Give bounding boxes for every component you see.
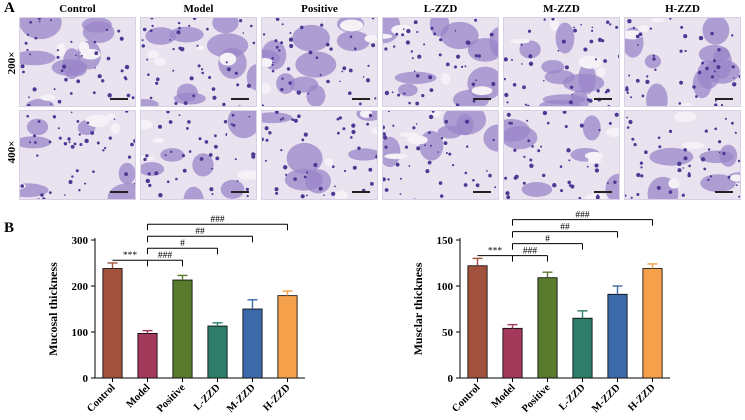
y-tick-label: 50 (442, 327, 454, 339)
column-header-control: Control (59, 3, 96, 15)
histology-image (624, 110, 741, 200)
bar (277, 295, 298, 379)
column-header-m-zzd: M-ZZD (543, 3, 580, 15)
x-tick-label: M-ZZD (590, 382, 623, 415)
y-axis-label: Musclar thickness (411, 262, 425, 355)
significance-label: # (545, 235, 550, 245)
significance-label: ## (195, 227, 205, 237)
column-header-h-zzd: H-ZZD (665, 3, 700, 15)
x-tick-label: L-ZZD (192, 382, 223, 413)
y-tick-label: 100 (72, 327, 89, 339)
bar (572, 317, 593, 379)
significance-label: ### (523, 247, 538, 257)
significance-label: ## (560, 223, 570, 233)
x-tick-label: Control (85, 382, 117, 414)
x-tick-label: Control (450, 382, 482, 414)
column-header-model: Model (183, 3, 214, 15)
bar (102, 268, 123, 379)
histology-image (624, 17, 741, 107)
x-tick-label: L-ZZD (557, 382, 588, 413)
y-tick-label: 0 (448, 373, 454, 385)
panel-a-label: A (4, 0, 15, 16)
significance-label: # (180, 239, 185, 249)
histology-image (19, 17, 136, 107)
bar (172, 279, 193, 379)
column-header-positive: Positive (301, 3, 338, 15)
histology-image (503, 17, 620, 107)
y-tick-label: 0 (83, 373, 89, 385)
histology-image (382, 17, 499, 107)
x-tick-label: Positive (155, 382, 188, 415)
significance-label: ### (210, 215, 225, 225)
y-tick-label: 100 (437, 281, 454, 293)
x-tick-label: Model (125, 382, 153, 410)
histology-image (503, 110, 620, 200)
y-axis-label: Mucosal thickness (46, 262, 60, 356)
x-tick-label: H-ZZD (261, 382, 293, 414)
y-tick-label: 150 (437, 235, 454, 247)
panel-b-label: B (4, 220, 15, 236)
bar (467, 265, 488, 379)
y-tick-label: 300 (72, 235, 89, 247)
bar (207, 325, 228, 379)
x-tick-label: H-ZZD (626, 382, 658, 414)
significance-label: ### (575, 211, 590, 221)
histology-image (140, 17, 257, 107)
x-tick-label: M-ZZD (225, 382, 258, 415)
histology-image (140, 110, 257, 200)
x-tick-label: Model (490, 382, 518, 410)
bar (607, 293, 628, 379)
bar (137, 332, 158, 379)
bar (537, 277, 558, 379)
histology-image (261, 110, 378, 200)
histology-image (382, 110, 499, 200)
significance-label: *** (123, 251, 138, 261)
bar (242, 308, 263, 379)
bar (642, 268, 663, 379)
significance-label: ### (158, 251, 173, 261)
histology-image (261, 17, 378, 107)
histology-image (19, 110, 136, 200)
significance-label: *** (488, 247, 503, 257)
y-tick-label: 200 (72, 281, 89, 293)
x-tick-label: Positive (520, 382, 553, 415)
column-header-l-zzd: L-ZZD (423, 3, 458, 15)
bar (502, 327, 523, 379)
